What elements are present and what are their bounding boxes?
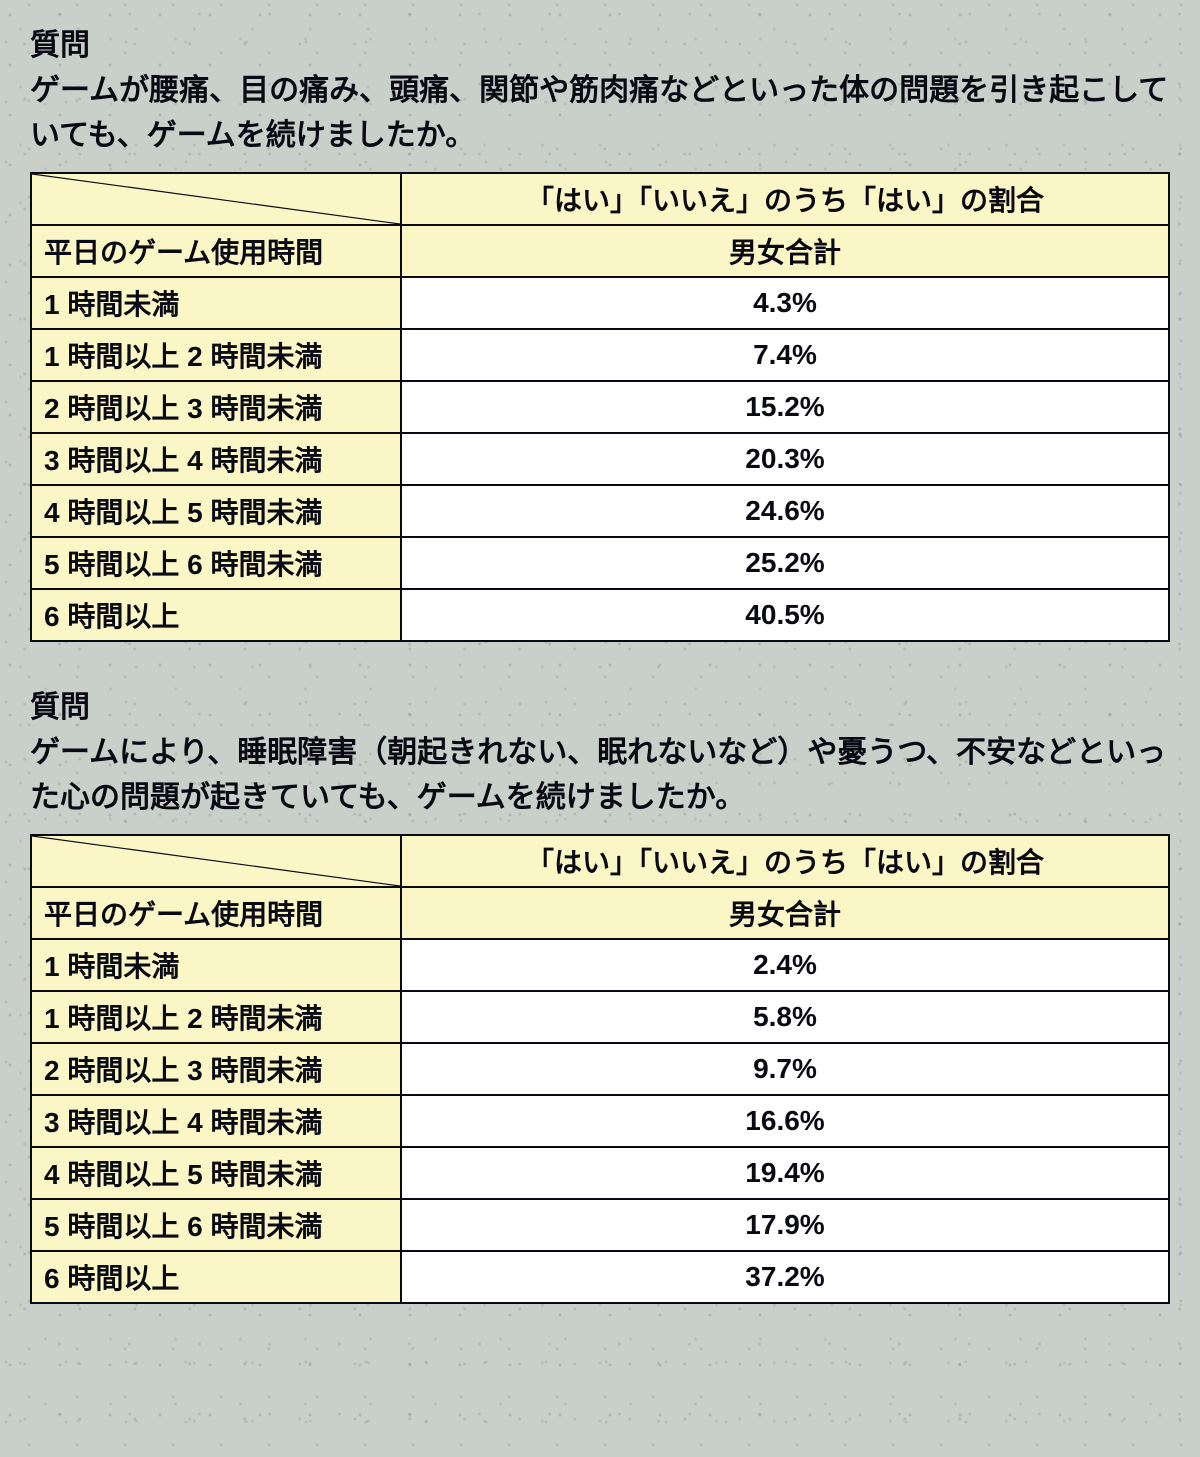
table-row: 2 時間以上 3 時間未満9.7% (31, 1043, 1169, 1095)
row-label: 1 時間未満 (31, 277, 401, 329)
row-value: 19.4% (401, 1147, 1169, 1199)
table-row: 2 時間以上 3 時間未満15.2% (31, 381, 1169, 433)
row-label: 5 時間以上 6 時間未満 (31, 1199, 401, 1251)
row-label: 1 時間以上 2 時間未満 (31, 329, 401, 381)
row-label: 1 時間以上 2 時間未満 (31, 991, 401, 1043)
row-label: 5 時間以上 6 時間未満 (31, 537, 401, 589)
diagonal-header-cell (31, 173, 401, 225)
header-top-right: 「はい」「いいえ」のうち「はい」の割合 (401, 173, 1169, 225)
row-value: 9.7% (401, 1043, 1169, 1095)
row-value: 24.6% (401, 485, 1169, 537)
table-row: 4 時間以上 5 時間未満24.6% (31, 485, 1169, 537)
row-label: 2 時間以上 3 時間未満 (31, 381, 401, 433)
row-value: 15.2% (401, 381, 1169, 433)
table-row: 4 時間以上 5 時間未満19.4% (31, 1147, 1169, 1199)
row-value: 20.3% (401, 433, 1169, 485)
header-right: 男女合計 (401, 887, 1169, 939)
question-label: 質問 (30, 20, 1170, 64)
question-label: 質問 (30, 682, 1170, 726)
question-text: ゲームにより、睡眠障害（朝起きれない、眠れないなど）や憂うつ、不安などといった心… (30, 730, 1170, 820)
row-label: 3 時間以上 4 時間未満 (31, 433, 401, 485)
table-row: 6 時間以上40.5% (31, 589, 1169, 641)
row-value: 4.3% (401, 277, 1169, 329)
row-value: 7.4% (401, 329, 1169, 381)
row-label: 3 時間以上 4 時間未満 (31, 1095, 401, 1147)
survey-section: 質問ゲームが腰痛、目の痛み、頭痛、関節や筋肉痛などといった体の問題を引き起こして… (30, 20, 1170, 642)
row-label: 1 時間未満 (31, 939, 401, 991)
row-label: 4 時間以上 5 時間未満 (31, 485, 401, 537)
table-row: 3 時間以上 4 時間未満16.6% (31, 1095, 1169, 1147)
row-value: 2.4% (401, 939, 1169, 991)
survey-table: 「はい」「いいえ」のうち「はい」の割合平日のゲーム使用時間男女合計1 時間未満4… (30, 172, 1170, 642)
header-right: 男女合計 (401, 225, 1169, 277)
row-value: 40.5% (401, 589, 1169, 641)
survey-section: 質問ゲームにより、睡眠障害（朝起きれない、眠れないなど）や憂うつ、不安などといっ… (30, 682, 1170, 1304)
row-value: 25.2% (401, 537, 1169, 589)
table-row: 3 時間以上 4 時間未満20.3% (31, 433, 1169, 485)
table-row: 1 時間以上 2 時間未満7.4% (31, 329, 1169, 381)
survey-table: 「はい」「いいえ」のうち「はい」の割合平日のゲーム使用時間男女合計1 時間未満2… (30, 834, 1170, 1304)
row-label: 4 時間以上 5 時間未満 (31, 1147, 401, 1199)
header-left: 平日のゲーム使用時間 (31, 887, 401, 939)
row-value: 16.6% (401, 1095, 1169, 1147)
diagonal-header-cell (31, 835, 401, 887)
row-label: 2 時間以上 3 時間未満 (31, 1043, 401, 1095)
table-row: 5 時間以上 6 時間未満25.2% (31, 537, 1169, 589)
table-row: 1 時間未満2.4% (31, 939, 1169, 991)
row-value: 17.9% (401, 1199, 1169, 1251)
table-row: 6 時間以上37.2% (31, 1251, 1169, 1303)
table-row: 1 時間未満4.3% (31, 277, 1169, 329)
table-row: 1 時間以上 2 時間未満5.8% (31, 991, 1169, 1043)
row-value: 5.8% (401, 991, 1169, 1043)
row-label: 6 時間以上 (31, 589, 401, 641)
row-value: 37.2% (401, 1251, 1169, 1303)
header-left: 平日のゲーム使用時間 (31, 225, 401, 277)
table-row: 5 時間以上 6 時間未満17.9% (31, 1199, 1169, 1251)
header-top-right: 「はい」「いいえ」のうち「はい」の割合 (401, 835, 1169, 887)
question-text: ゲームが腰痛、目の痛み、頭痛、関節や筋肉痛などといった体の問題を引き起こしていて… (30, 68, 1170, 158)
row-label: 6 時間以上 (31, 1251, 401, 1303)
